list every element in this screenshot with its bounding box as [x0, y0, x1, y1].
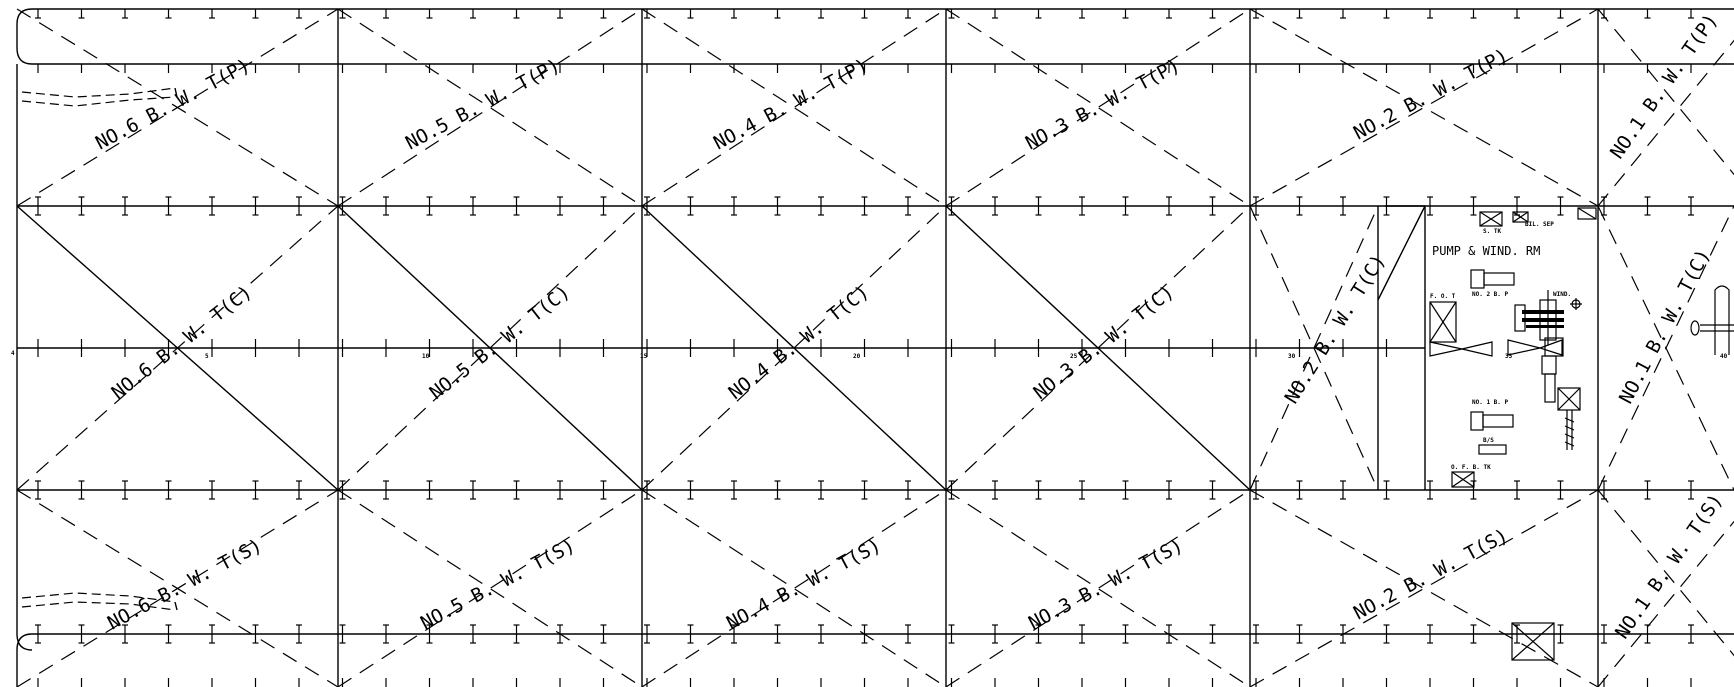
fo-t-label: F. O. T [1430, 293, 1456, 300]
tank-label-center-4: NO.4 B. W. T(C) [725, 281, 874, 404]
port-tank-diagonal [337, 8, 643, 207]
no1-bp-label: NO. 1 B. P [1472, 399, 1509, 406]
port-tank-diagonal [945, 8, 1251, 207]
stbd-tank-diagonal [641, 489, 947, 687]
frame-number-30: 30 [1288, 353, 1296, 360]
windlass-machinery: WIND. [1507, 290, 1582, 357]
center-tank-diagonal [1597, 205, 1734, 491]
pump-room-title: PUMP & WIND. RM [1432, 244, 1540, 258]
stbd-tank-diagonal [1249, 489, 1599, 687]
tank-label-port-3: NO.3 B. W. T(P) [1022, 54, 1184, 154]
port-tank-diagonal [1249, 8, 1599, 207]
tank-label-center-3: NO.3 B. W. T(C) [1030, 281, 1179, 404]
vertical-piping [1541, 355, 1581, 450]
bil-sep-box: BIL. SEP [1512, 211, 1554, 228]
frame-ticks [35, 9, 1694, 687]
frame-number-5: 5 [205, 353, 209, 360]
port-tank-diagonal [641, 8, 947, 207]
s-tk-label: S. TK [1483, 228, 1501, 235]
no1-ballast-pump: NO. 1 B. P [1470, 399, 1514, 431]
port-tank-diagonal [16, 8, 339, 207]
frame-number-4: 4 [11, 350, 15, 357]
center-tank-diagonal [945, 205, 1251, 491]
center-tank-diagonal [641, 205, 947, 491]
of-b-tank: O. F. B. TK [1451, 464, 1491, 488]
tank-diagonals [16, 8, 1734, 687]
corner-box [1577, 207, 1597, 220]
bil-sep-label: BIL. SEP [1525, 221, 1554, 228]
frame-number-35: 35 [1505, 353, 1513, 360]
stbd-tank-diagonal [16, 489, 339, 687]
bs-label: B/S [1483, 437, 1494, 444]
stbd-tank-diagonal [1597, 489, 1734, 657]
frame-number-20: 20 [853, 353, 861, 360]
pump-windlass-room: PUMP & WIND. RM S. TK BIL. SEP F. O. T [1429, 207, 1597, 488]
no2-ballast-pump: NO. 2 B. P [1470, 269, 1515, 298]
s-tk-box: S. TK [1479, 211, 1503, 235]
port-tank-diagonal [337, 8, 643, 207]
tank-label-stbd-4: NO.4 B. W. T(S) [723, 534, 885, 634]
tank-label-port-2b: NO.2 B. W. T(P) [1350, 44, 1512, 144]
stbd-tank-diagonal [1249, 489, 1599, 687]
longitudinal-bulkheads [17, 205, 1734, 491]
port-tank-diagonal [945, 8, 1251, 207]
frame-number-10: 10 [422, 353, 430, 360]
port-tank-diagonal [641, 8, 947, 207]
tank-label-center-6: NO.6 B. W. T(C) [108, 281, 257, 404]
tank-label-stbd-1: NO.1 B. W. T(S) [1611, 490, 1727, 643]
stbd-tank-diagonal [945, 489, 1251, 687]
frame-numbers: 4 5 10 15 20 25 30 35 40 [11, 350, 1728, 360]
tank-label-stbd-2: NO.2 B. W. T(S) [1350, 524, 1512, 624]
transverse-bulkheads [337, 9, 1599, 687]
of-b-tk-label: O. F. B. TK [1451, 464, 1491, 471]
tank-label-center-1: NO.1 B. W. T(C) [1615, 246, 1715, 408]
frame-number-15: 15 [640, 353, 648, 360]
frame-number-40: 40 [1720, 353, 1728, 360]
tank-label-center-5: NO.5 B. W. T(C) [426, 281, 575, 404]
hull-outline [16, 8, 1734, 687]
tank-label-stbd-5: NO.5 B. W. T(S) [417, 534, 579, 634]
stbd-tank-diagonal [641, 489, 947, 687]
frame-number-25: 25 [1070, 353, 1078, 360]
stbd-tank-diagonal [337, 489, 643, 687]
forward-equipment [1690, 285, 1734, 355]
stbd-tank-diagonal [1597, 520, 1734, 687]
tank-label-stbd-6: NO.6 B. W. T(S) [104, 534, 266, 634]
hatch-box [1511, 622, 1555, 661]
center-tank-diagonal [16, 205, 339, 491]
center-tank-diagonal [337, 205, 643, 491]
tank-label-center-2: NO.2 B. W. T(C) [1281, 250, 1391, 407]
tank-label-stbd-3: NO.3 B. W. T(S) [1025, 534, 1187, 634]
stbd-tank-diagonal [945, 489, 1251, 687]
no2-bp-label: NO. 2 B. P [1472, 291, 1509, 298]
centerline-valve [1429, 341, 1493, 357]
bs-box: B/S [1478, 437, 1507, 455]
wind-label: WIND. [1553, 291, 1571, 298]
port-tank-diagonal [1597, 39, 1734, 207]
fo-tank: F. O. T [1429, 293, 1457, 343]
port-tank-diagonal [1249, 8, 1599, 207]
stbd-tank-diagonal [337, 489, 643, 687]
port-tank-diagonal [1597, 8, 1734, 176]
pipe-runs [21, 87, 178, 611]
